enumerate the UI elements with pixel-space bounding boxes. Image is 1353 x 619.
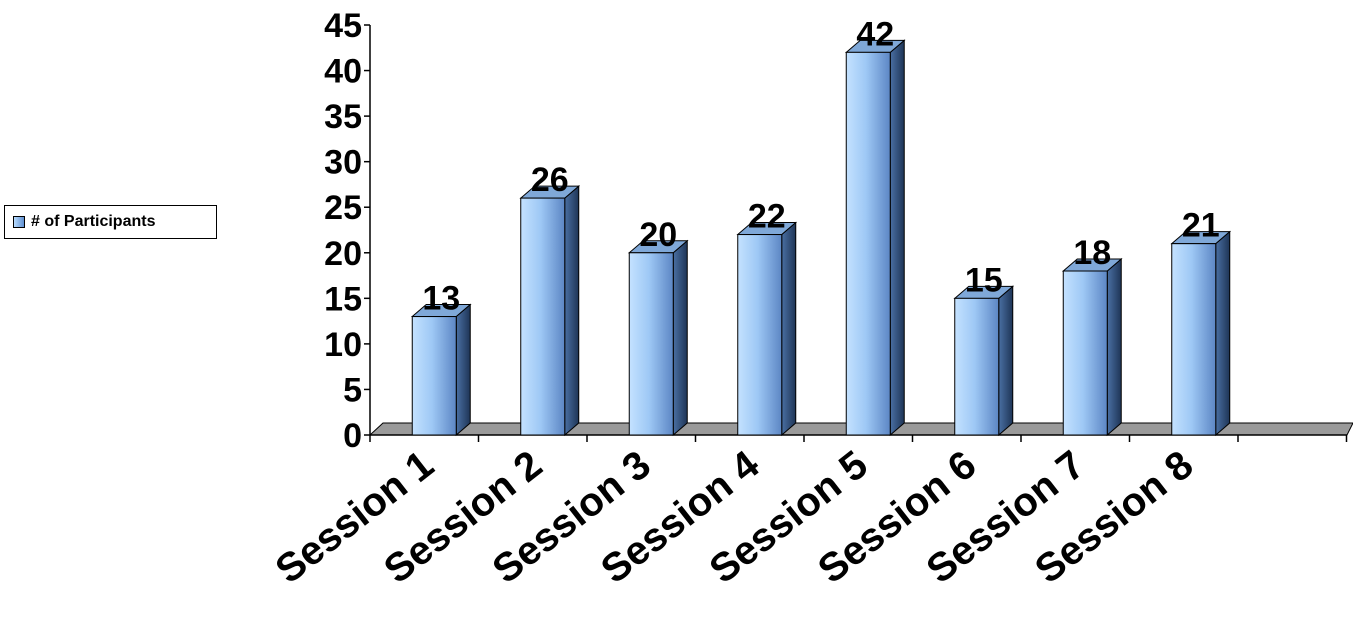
y-tick-label: 20 <box>324 235 362 273</box>
y-tick-label: 25 <box>324 189 362 227</box>
data-label: 21 <box>1182 207 1220 245</box>
bar <box>844 39 906 437</box>
data-label: 26 <box>531 161 569 199</box>
data-label: 42 <box>856 15 894 53</box>
bar-side <box>1106 257 1122 437</box>
bar-front <box>411 316 457 436</box>
y-tick-label: 10 <box>324 326 362 364</box>
bar-side <box>1215 230 1231 437</box>
bar-side <box>672 239 688 437</box>
bar <box>627 239 689 437</box>
bar <box>736 221 798 437</box>
bar <box>410 303 472 437</box>
bar-side <box>781 221 797 437</box>
data-label: 15 <box>965 261 1003 299</box>
y-tick-label: 35 <box>324 98 362 136</box>
bar <box>953 285 1015 437</box>
bar <box>519 185 581 437</box>
bar-front <box>628 252 674 436</box>
bar <box>1170 230 1232 437</box>
y-tick-label: 45 <box>324 7 362 45</box>
bar-side <box>889 39 905 437</box>
bar-front <box>954 297 1000 436</box>
data-label: 22 <box>748 198 786 236</box>
bar-side <box>564 185 580 437</box>
y-tick-label: 5 <box>343 371 362 409</box>
y-tick-label: 0 <box>343 417 362 455</box>
legend-swatch <box>13 216 25 228</box>
y-tick-label: 15 <box>324 280 362 318</box>
bar <box>1061 257 1123 437</box>
bar-side <box>455 303 471 437</box>
legend-label: # of Participants <box>31 213 156 230</box>
bar-side <box>998 285 1014 437</box>
y-tick-label: 40 <box>324 53 362 91</box>
bar-front <box>1171 243 1217 436</box>
bar-front <box>845 51 891 436</box>
legend: # of Participants <box>4 205 217 239</box>
bar-front <box>1062 270 1108 436</box>
data-label: 20 <box>639 216 677 254</box>
data-label: 18 <box>1073 234 1111 272</box>
y-tick-label: 30 <box>324 144 362 182</box>
data-label: 13 <box>422 280 460 318</box>
bar-front <box>737 234 783 436</box>
bar-front <box>520 197 566 436</box>
